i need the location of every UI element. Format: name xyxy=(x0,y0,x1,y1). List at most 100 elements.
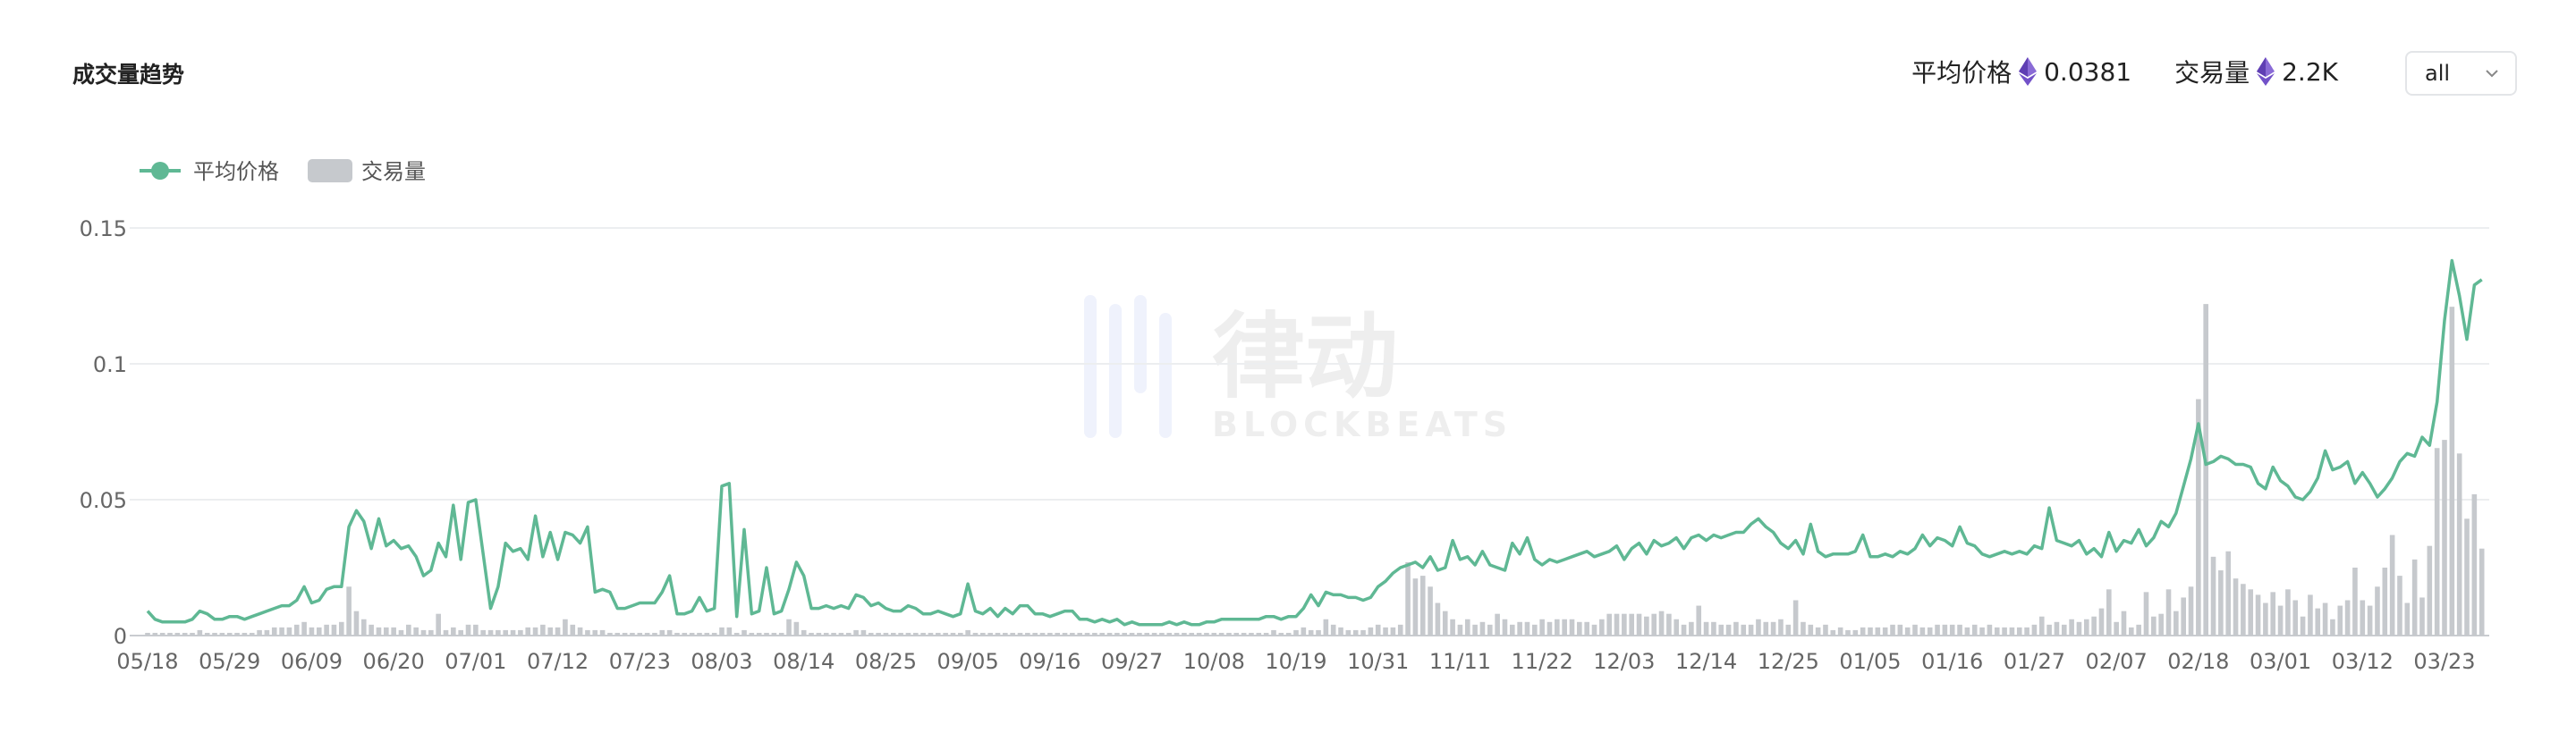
bar xyxy=(1792,600,1799,636)
x-tick-label: 06/20 xyxy=(363,649,425,674)
bar xyxy=(1211,632,1217,636)
bar xyxy=(2442,440,2447,636)
bar xyxy=(2389,535,2395,636)
bar xyxy=(1457,624,1463,636)
price-line xyxy=(146,258,2483,627)
bar xyxy=(316,627,322,636)
bar xyxy=(2456,453,2462,636)
bar xyxy=(2046,624,2052,636)
bar xyxy=(1405,561,1411,636)
bar xyxy=(883,632,889,636)
bar xyxy=(607,632,613,636)
bar xyxy=(1263,632,1269,636)
x-tick-label: 05/29 xyxy=(199,649,260,674)
bar xyxy=(2174,611,2179,636)
bar xyxy=(920,632,926,636)
bar xyxy=(1419,576,1426,636)
bar xyxy=(398,629,404,636)
bar xyxy=(644,632,650,636)
bar xyxy=(443,629,449,636)
x-tick-label: 03/01 xyxy=(2250,649,2311,674)
bar xyxy=(1919,627,1926,636)
x-tick-label: 12/03 xyxy=(1593,649,1655,674)
bar xyxy=(420,629,427,636)
bar xyxy=(1711,621,1716,636)
bar xyxy=(1971,624,1978,636)
watermark-text: BLOCKBEATS xyxy=(1212,405,1513,444)
bar xyxy=(2196,399,2201,636)
bar xyxy=(1987,624,1993,636)
x-tick-label: 08/25 xyxy=(855,649,917,674)
bar xyxy=(868,632,874,636)
bar xyxy=(1606,613,1612,636)
bar xyxy=(145,632,150,636)
bar xyxy=(1070,632,1075,636)
bar xyxy=(2024,627,2029,636)
bar xyxy=(1897,624,1903,636)
bar xyxy=(1375,624,1381,636)
bar xyxy=(204,632,210,636)
stat-value: 0.0381 xyxy=(2044,56,2132,87)
bar xyxy=(719,627,724,636)
bar xyxy=(2083,619,2089,636)
bar xyxy=(293,624,300,636)
bar xyxy=(346,586,352,636)
bar xyxy=(2471,493,2478,636)
bar xyxy=(2165,589,2172,636)
x-tick-label: 02/18 xyxy=(2167,649,2229,674)
eth-icon xyxy=(2019,57,2038,86)
bar xyxy=(1927,627,1933,636)
range-select[interactable]: all xyxy=(2405,51,2517,96)
bar xyxy=(898,632,903,636)
bar xyxy=(1047,632,1053,636)
bar xyxy=(801,629,807,636)
y-tick-label: 0.15 xyxy=(80,216,127,241)
bar xyxy=(2434,448,2440,636)
bar xyxy=(1233,632,1240,636)
bar xyxy=(1137,632,1142,636)
bar xyxy=(1308,629,1314,636)
chart-title: 成交量趋势 xyxy=(72,62,185,88)
bar xyxy=(697,632,702,636)
bar xyxy=(1770,621,1776,636)
bar xyxy=(2285,589,2291,636)
bar xyxy=(1555,619,1560,636)
bar xyxy=(980,632,986,636)
bar xyxy=(1532,624,1538,636)
x-tick-label: 09/05 xyxy=(937,649,999,674)
bar xyxy=(234,632,240,636)
bar xyxy=(152,632,158,636)
bar xyxy=(1674,619,1680,636)
bar xyxy=(2181,597,2186,636)
bar xyxy=(406,624,411,636)
bar xyxy=(1084,632,1090,636)
bar xyxy=(1383,627,1388,636)
x-tick-label: 11/22 xyxy=(1512,649,1573,674)
y-tick-label: 0.1 xyxy=(93,352,127,377)
bar xyxy=(1703,621,1709,636)
bar xyxy=(1882,627,1888,636)
bar xyxy=(376,627,382,636)
bar xyxy=(2322,602,2328,636)
bar xyxy=(1562,619,1567,636)
bar xyxy=(369,624,374,636)
select-value: all xyxy=(2425,61,2451,86)
bar xyxy=(1763,621,1769,636)
bar xyxy=(2054,621,2060,636)
bar xyxy=(1316,629,1321,636)
stat-value: 2.2K xyxy=(2282,56,2338,87)
bar xyxy=(1614,613,1620,636)
bar xyxy=(726,627,733,636)
bar xyxy=(1174,632,1180,636)
bar xyxy=(1808,624,1814,636)
bar xyxy=(1285,632,1292,636)
bar xyxy=(2404,602,2411,636)
bar xyxy=(1122,632,1128,636)
bar xyxy=(928,632,934,636)
bar xyxy=(1994,627,2000,636)
bar xyxy=(555,627,561,636)
bar xyxy=(2255,594,2261,636)
bar xyxy=(943,632,948,636)
bar xyxy=(1636,613,1642,636)
